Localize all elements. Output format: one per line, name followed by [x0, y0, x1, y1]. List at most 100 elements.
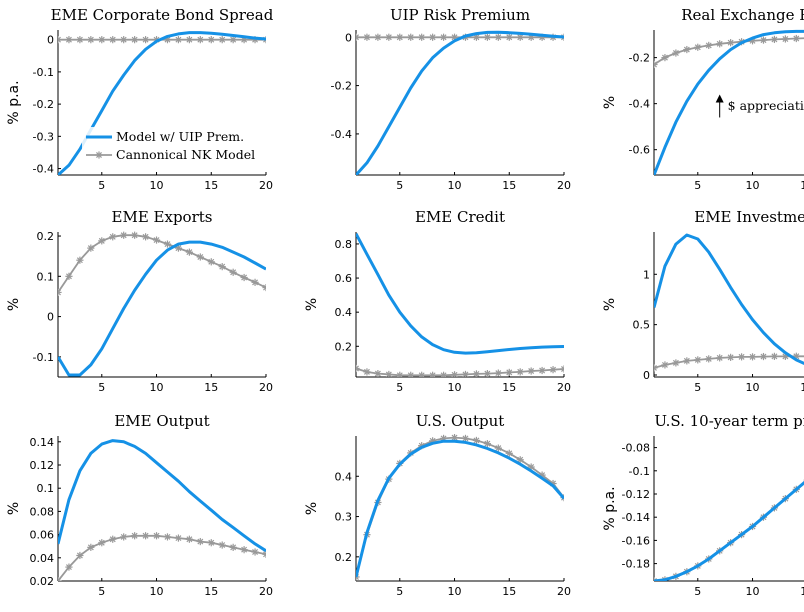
y-tick-label: 0.08: [30, 505, 55, 518]
point-nk: [483, 33, 491, 41]
y-tick-label: -0.3: [33, 130, 54, 143]
point-nk: [65, 272, 73, 280]
x-tick-label: 10: [150, 585, 164, 598]
point-nk: [98, 237, 106, 245]
point-nk: [356, 364, 360, 373]
point-nk: [196, 253, 204, 261]
point-nk: [109, 535, 117, 543]
panel-7: EME Output 5 10 15 20 0.14 0.12 0.1 0.08 0.06 0.04…: [6, 412, 273, 598]
point-nk: [538, 366, 546, 375]
x-tick-label: 5: [98, 381, 105, 394]
y-tick-label: 0.1: [37, 482, 55, 495]
point-nk: [251, 278, 259, 286]
legend-label-nk: Cannonical NK Model: [116, 147, 255, 162]
point-nk: [505, 449, 513, 457]
point-nk: [98, 539, 106, 547]
point-nk: [131, 36, 139, 44]
panel-6: EME Investment510152010.50%: [602, 208, 804, 394]
point-nk: [65, 36, 73, 44]
point-nk: [716, 354, 724, 362]
point-nk: [661, 361, 669, 369]
panel-1: EME Corporate Bond Spread 5 10 15 20 0 -0.1 -0.…: [6, 6, 274, 192]
point-nk: [109, 36, 117, 44]
point-nk: [727, 353, 735, 361]
point-nk: [705, 355, 713, 363]
point-nk: [196, 537, 204, 546]
y-tick-label: -0.1: [33, 66, 54, 79]
point-nk: [439, 33, 448, 41]
y-tick-label: -0.1: [33, 351, 54, 364]
point-nk: [262, 550, 266, 558]
point-nk: [654, 60, 658, 69]
panel-3: Real Exchange Rate5101520-0.2-0.4-0.6%$ …: [602, 6, 804, 192]
point-nk: [229, 36, 237, 44]
point-nk: [516, 368, 524, 376]
point-nk: [759, 352, 768, 361]
series-line-model: [58, 439, 266, 553]
point-nk: [251, 548, 259, 556]
y-tick-label: 1: [643, 268, 650, 281]
x-tick-label: 10: [746, 585, 760, 598]
y-axis-label: %: [602, 96, 618, 109]
y-tick-label: 0.12: [30, 459, 55, 472]
point-nk: [472, 370, 481, 377]
point-nk: [472, 33, 481, 41]
point-nk: [174, 534, 183, 542]
point-nk: [781, 35, 789, 43]
point-nk: [494, 33, 502, 41]
x-tick-label: 20: [557, 585, 571, 598]
point-nk: [58, 36, 62, 44]
y-tick-label: 0.4: [335, 470, 353, 483]
y-tick-label: -0.1: [629, 465, 650, 478]
x-tick-label: 15: [204, 179, 218, 192]
point-nk: [683, 45, 691, 54]
point-nk: [396, 371, 404, 377]
annotation-text: $ appreciation: [728, 98, 804, 113]
panel-8: U.S. Output 5 10 15 20 0.4 0.3 0.2%: [304, 412, 571, 598]
point-nk: [229, 268, 237, 276]
x-tick-label: 20: [259, 381, 273, 394]
point-nk: [363, 368, 371, 376]
x-tick-label: 20: [557, 381, 571, 394]
point-nk: [385, 33, 393, 41]
point-nk: [654, 364, 658, 372]
y-tick-label: -0.4: [331, 128, 352, 141]
series-line-model: [654, 29, 804, 175]
panel-9: U.S. 10-year term premium5101520-0.08-0.…: [602, 412, 804, 598]
y-axis-label: %: [6, 502, 22, 515]
point-nk: [694, 356, 702, 364]
point-nk: [141, 233, 150, 241]
y-tick-label: -0.16: [622, 534, 650, 547]
point-nk: [356, 33, 360, 41]
point-nk: [120, 231, 128, 239]
point-nk: [683, 357, 691, 365]
point-nk: [218, 263, 226, 271]
y-tick-label: -0.18: [622, 558, 650, 571]
point-nk: [374, 369, 382, 377]
x-tick-label: 15: [502, 179, 516, 192]
x-tick-label: 10: [448, 585, 462, 598]
y-tick-label: 0.4: [335, 306, 353, 319]
point-nk: [98, 36, 106, 44]
x-tick-label: 15: [800, 179, 804, 192]
series-line-nk: [654, 481, 804, 581]
y-tick-label: -0.2: [331, 80, 352, 93]
panel-2: UIP Risk Premium 5 10 15 20 0 -0.2 -0.4: [331, 6, 571, 192]
point-nk: [483, 369, 491, 377]
point-nk: [549, 366, 557, 374]
point-nk: [560, 365, 564, 373]
series-line-model: [58, 31, 266, 175]
panel-title: U.S. Output: [416, 412, 505, 430]
point-nk: [461, 434, 470, 443]
x-tick-label: 5: [98, 585, 105, 598]
point-nk: [207, 258, 215, 266]
y-tick-label: -0.14: [622, 511, 650, 524]
panel-4: EME Exports 5 10 15 20 0.2 0.1 0 -0.1%: [6, 208, 273, 394]
panel-title: EME Corporate Bond Spread: [51, 6, 274, 24]
point-nk: [505, 368, 513, 376]
y-tick-label: -0.2: [33, 98, 54, 111]
point-nk: [407, 33, 415, 41]
y-tick-label: 0.2: [335, 340, 353, 353]
point-nk: [407, 371, 415, 377]
